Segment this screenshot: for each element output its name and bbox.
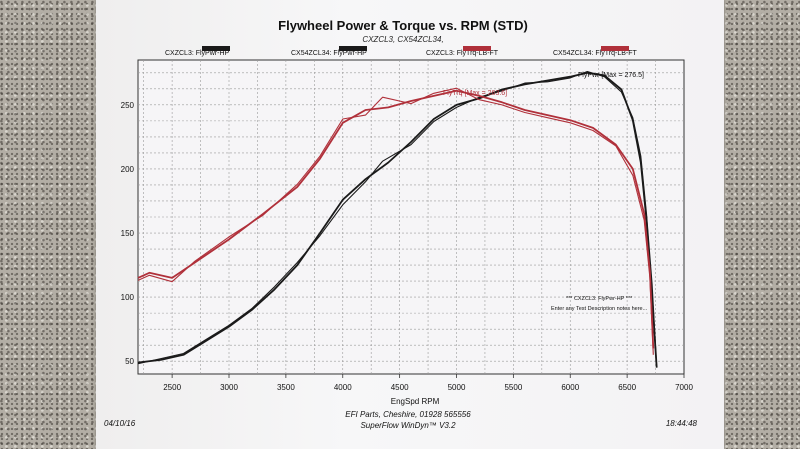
x-axis-label: EngSpd RPM: [391, 397, 440, 406]
y-tick-label: 50: [125, 357, 134, 366]
legend-swatch-1: [202, 46, 230, 51]
x-tick-label: 5500: [504, 383, 522, 392]
x-tick-label: 2500: [163, 383, 181, 392]
x-tick-label: 4500: [391, 383, 409, 392]
series-line-2: [137, 70, 658, 368]
legend-label-3: CXZCL3: FlyTrq-LB-FT: [426, 50, 499, 57]
x-ticks: 2500 3000 3500 4000 4500 5000 5500 6000 6500 7000: [163, 374, 693, 392]
grid: [138, 60, 684, 374]
y-ticks: 50 100 150 200 250: [121, 101, 135, 366]
test-note-series: *** CXZCL3: FlyPwr-HP ***: [566, 296, 633, 302]
footer-time: 18:44:48: [666, 419, 698, 428]
legend-swatch-2: [339, 46, 367, 51]
chart-subtitle: CXZCL3, CX54ZCL34,: [362, 35, 443, 44]
test-note-description: Enter any Test Description notes here...: [551, 306, 648, 312]
y-tick-label: 250: [121, 101, 135, 110]
legend: CXZCL3: FlyPwr-HP CX54ZCL34: FlyPwr-HP CXZ…: [165, 46, 637, 57]
power-max-annotation: FlyPwr [Max = 276.5]: [578, 72, 644, 79]
torque-max-annotation: FlyTrq [Max = 263.6]: [443, 90, 507, 97]
legend-label-2: CX54ZCL34: FlyPwr-HP: [291, 50, 367, 57]
x-tick-label: 6000: [561, 383, 579, 392]
x-tick-label: 5000: [448, 383, 466, 392]
legend-label-4: CX54ZCL34: FlyTrq-LB-FT: [553, 50, 637, 57]
y-tick-label: 200: [121, 165, 135, 174]
y-tick-label: 150: [121, 229, 135, 238]
series-line-3: [137, 89, 655, 349]
x-tick-label: 4000: [334, 383, 352, 392]
legend-label-1: CXZCL3: FlyPwr-HP: [165, 50, 230, 57]
series-line-4: [137, 87, 654, 355]
x-tick-label: 7000: [675, 383, 693, 392]
footer-company: EFI Parts, Cheshire, 01928 565556: [345, 410, 471, 419]
y-tick-label: 100: [121, 293, 135, 302]
legend-swatch-3: [463, 46, 491, 51]
legend-swatch-4: [601, 46, 629, 51]
footer-software: SuperFlow WinDyn™ V3.2: [360, 421, 456, 430]
x-tick-label: 6500: [618, 383, 636, 392]
series-group: [137, 70, 658, 368]
x-tick-label: 3000: [220, 383, 238, 392]
x-tick-label: 3500: [277, 383, 295, 392]
chart-title: Flywheel Power & Torque vs. RPM (STD): [278, 18, 528, 33]
footer-date: 04/10/16: [104, 419, 136, 428]
